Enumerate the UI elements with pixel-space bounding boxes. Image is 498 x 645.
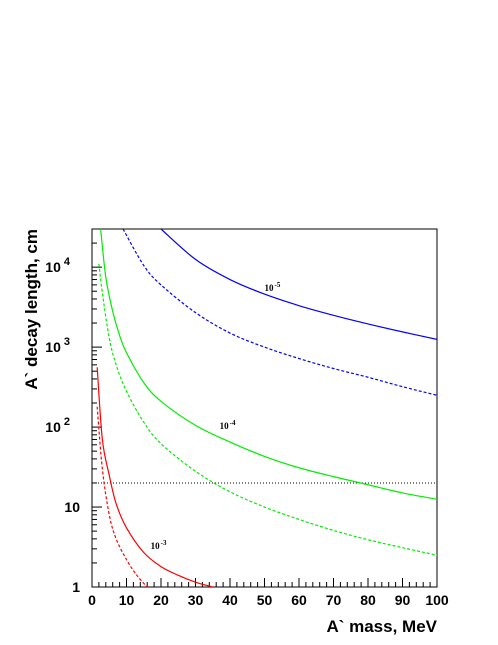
x-tick-label: 60 bbox=[291, 592, 307, 608]
y-axis-title: A` decay length, cm bbox=[22, 229, 41, 390]
y-tick-label: 10 2 bbox=[45, 416, 70, 435]
y-tick-label: 10 bbox=[64, 499, 80, 515]
series-line-2 bbox=[100, 229, 437, 500]
x-tick-label: 40 bbox=[222, 592, 238, 608]
series-line-0 bbox=[160, 229, 437, 340]
curves-group bbox=[96, 229, 437, 587]
curve-label-2: 10-3 bbox=[151, 539, 167, 551]
x-tick-label: 30 bbox=[188, 592, 204, 608]
series-line-1 bbox=[122, 229, 437, 396]
x-tick-label: 20 bbox=[153, 592, 169, 608]
x-tick-label: 80 bbox=[360, 592, 376, 608]
x-tick-label: 10 bbox=[119, 592, 135, 608]
x-tick-label: 50 bbox=[257, 592, 273, 608]
labels-group: 10-5 10-4 10-3 bbox=[151, 281, 281, 551]
y-tick-label: 10 4 bbox=[45, 256, 71, 275]
y-tick-label: 1 bbox=[72, 579, 80, 595]
y-tick-label: 10 3 bbox=[45, 336, 70, 355]
curve-label-1: 10-4 bbox=[220, 419, 236, 431]
x-tick-label: 0 bbox=[88, 592, 96, 608]
curve-label-0: 10-5 bbox=[265, 281, 281, 293]
series-line-4 bbox=[96, 367, 213, 587]
x-tick-label: 100 bbox=[425, 592, 449, 608]
x-axis-title: A` mass, MeV bbox=[326, 617, 437, 636]
x-tick-label: 90 bbox=[395, 592, 411, 608]
series-line-3 bbox=[98, 263, 437, 556]
series-line-5 bbox=[96, 406, 148, 587]
x-tick-label: 70 bbox=[326, 592, 342, 608]
